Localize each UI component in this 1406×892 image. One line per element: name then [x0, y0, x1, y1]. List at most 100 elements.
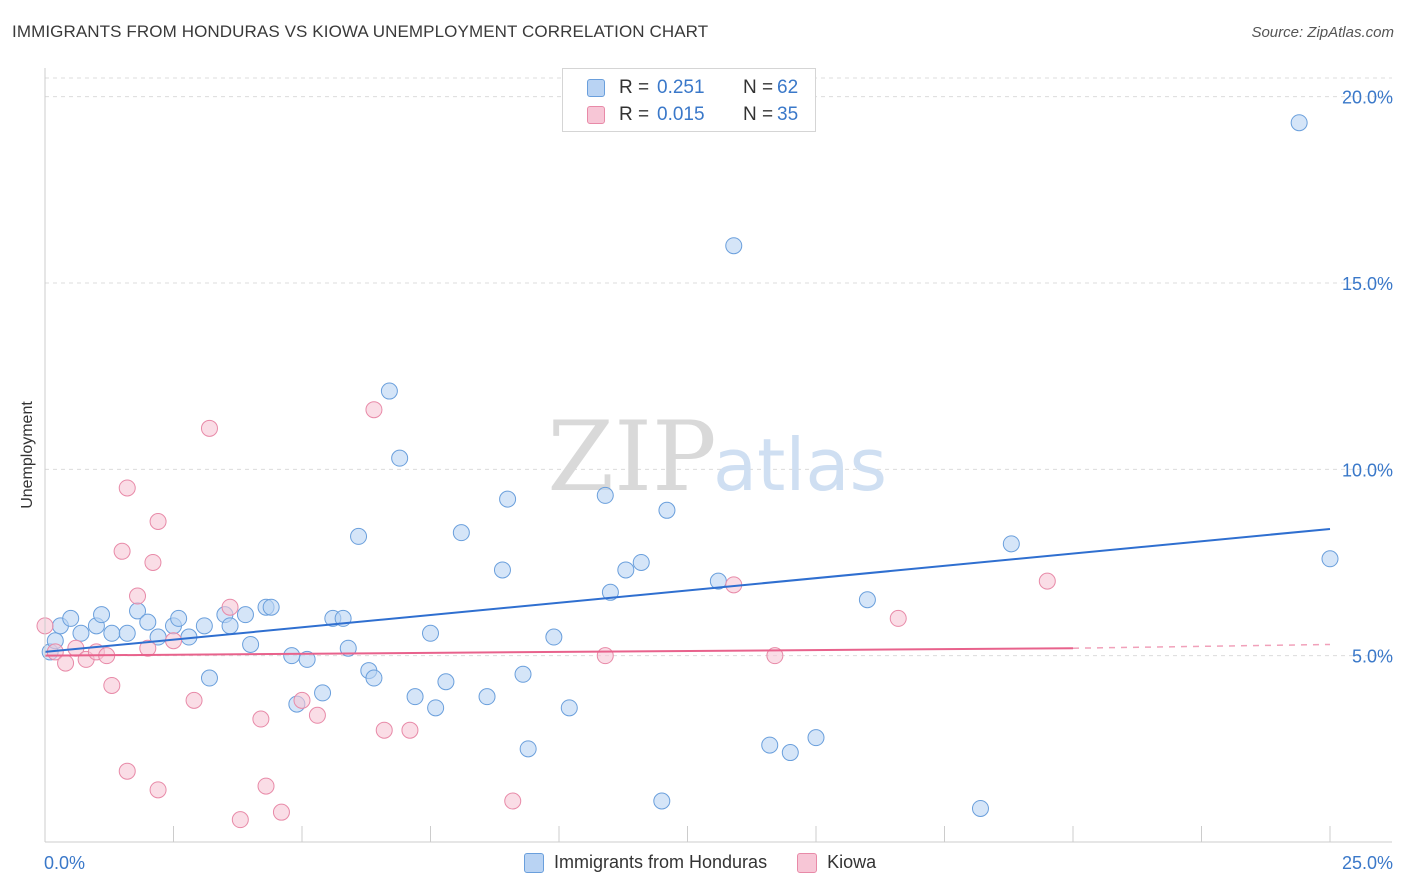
point-kiowa — [149, 512, 167, 530]
point-honduras — [1321, 550, 1339, 568]
y-tick-label: 20.0% — [1342, 88, 1393, 108]
point-honduras — [807, 729, 825, 747]
legend-r-label: R = — [619, 104, 650, 125]
point-honduras — [632, 553, 650, 571]
source-label: Source: ZipAtlas.com — [1251, 24, 1394, 41]
point-honduras — [221, 617, 239, 635]
point-honduras — [170, 609, 188, 627]
point-kiowa — [139, 639, 157, 657]
point-honduras — [601, 583, 619, 601]
point-kiowa — [308, 706, 326, 724]
y-tick-label: 15.0% — [1342, 274, 1393, 294]
point-honduras — [617, 561, 635, 579]
point-honduras — [478, 688, 496, 706]
point-honduras — [514, 665, 532, 683]
point-honduras — [781, 744, 799, 762]
grid-lines — [45, 77, 1392, 657]
point-kiowa — [144, 553, 162, 571]
point-kiowa — [252, 710, 270, 728]
point-kiowa — [103, 676, 121, 694]
trend-lines — [44, 527, 1331, 657]
legend-swatch-blue — [524, 852, 544, 873]
point-honduras — [298, 650, 316, 668]
point-honduras — [452, 524, 470, 542]
point-honduras — [283, 647, 301, 665]
legend-r-label: R = — [619, 77, 650, 98]
legend-r-value: 0.251 — [657, 77, 705, 98]
point-kiowa — [293, 691, 311, 709]
legend-swatch-blue — [587, 79, 605, 97]
trend-line-kiowa — [44, 647, 1074, 657]
point-kiowa — [185, 691, 203, 709]
y-tick-label: 5.0% — [1352, 647, 1393, 667]
point-honduras — [545, 628, 563, 646]
x-tick-label: 25.0% — [1342, 853, 1393, 873]
point-honduras — [380, 382, 398, 400]
point-kiowa — [272, 803, 290, 821]
legend-row-honduras: R = 0.251 N = 62 — [587, 77, 798, 99]
point-honduras — [242, 635, 260, 653]
point-kiowa — [401, 721, 419, 739]
legend-swatch-pink — [797, 852, 818, 873]
point-honduras — [93, 606, 111, 624]
point-honduras — [314, 684, 332, 702]
x-tick-label: 0.0% — [44, 853, 85, 873]
point-kiowa — [118, 762, 136, 780]
point-kiowa — [129, 587, 147, 605]
point-honduras — [195, 617, 213, 635]
point-honduras — [725, 237, 743, 255]
point-kiowa — [113, 542, 131, 560]
legend-r-value: 0.015 — [657, 104, 705, 125]
watermark-atlas: atlas — [713, 423, 887, 507]
point-honduras — [427, 699, 445, 717]
legend-row-kiowa: R = 0.015 N = 35 — [587, 104, 798, 126]
point-honduras — [262, 598, 280, 616]
point-kiowa — [1038, 572, 1056, 590]
point-honduras — [437, 673, 455, 691]
legend-swatch-pink — [587, 106, 605, 124]
point-honduras — [200, 669, 218, 687]
watermark-zip: ZIP — [547, 401, 716, 513]
point-honduras — [406, 688, 424, 706]
point-kiowa — [57, 654, 75, 672]
series-legend: Immigrants from Honduras Kiowa — [524, 852, 906, 873]
point-kiowa — [504, 792, 522, 810]
point-kiowa — [257, 777, 275, 795]
legend-n-value: 62 — [777, 77, 799, 98]
legend-n-value: 35 — [777, 104, 799, 125]
point-honduras — [236, 606, 254, 624]
point-honduras — [118, 624, 136, 642]
point-honduras — [422, 624, 439, 642]
tick-labels: 5.0% 10.0% 15.0% 20.0% 0.0% 25.0% — [44, 88, 1393, 873]
axes — [44, 68, 1392, 843]
point-honduras — [560, 699, 578, 717]
point-kiowa — [221, 598, 239, 616]
point-honduras — [1290, 114, 1308, 132]
y-tick-label: 10.0% — [1342, 460, 1393, 480]
point-honduras — [1002, 535, 1020, 553]
legend-item-honduras: Immigrants from Honduras — [524, 852, 767, 873]
point-honduras — [139, 613, 157, 631]
point-honduras — [339, 639, 357, 657]
point-honduras — [72, 624, 90, 642]
legend-n-label: N = — [743, 104, 774, 125]
point-honduras — [103, 624, 121, 642]
stats-legend: R = 0.251 N = 62 R = 0.015 N = 35 — [562, 68, 816, 132]
point-honduras — [519, 740, 537, 758]
point-kiowa — [766, 647, 784, 665]
legend-series-name: Immigrants from Honduras — [554, 852, 768, 872]
point-honduras — [365, 669, 383, 687]
point-honduras — [391, 449, 409, 467]
point-honduras — [62, 609, 80, 627]
point-kiowa — [889, 609, 907, 627]
chart-title: IMMIGRANTS FROM HONDURAS VS KIOWA UNEMPL… — [12, 22, 709, 41]
point-honduras — [499, 490, 517, 508]
point-kiowa — [149, 781, 167, 799]
point-kiowa — [118, 479, 136, 497]
legend-n-label: N = — [743, 77, 774, 98]
zipatlas-watermark: ZIP atlas — [547, 401, 887, 513]
legend-item-kiowa: Kiowa — [797, 852, 876, 873]
legend-series-name: Kiowa — [827, 852, 877, 872]
point-kiowa — [200, 419, 218, 437]
point-honduras — [971, 799, 989, 817]
